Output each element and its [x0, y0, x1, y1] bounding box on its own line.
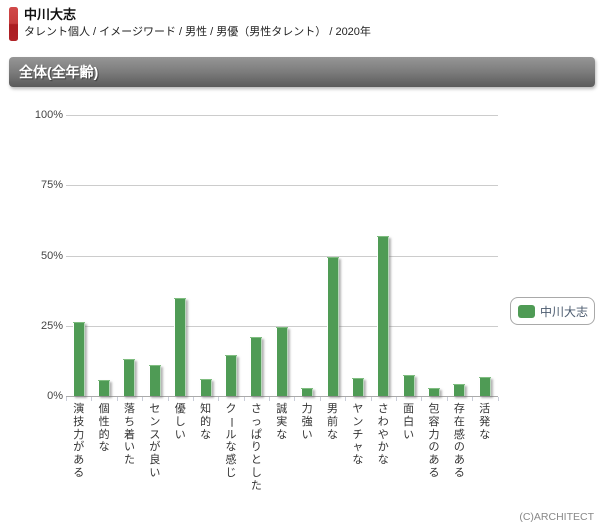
gridline: [66, 325, 498, 327]
x-axis-category-label: 知的な: [200, 403, 212, 441]
section-title: 全体(全年齢): [19, 64, 99, 80]
x-axis-tick: [319, 397, 321, 401]
copyright: (C)ARCHITECT: [519, 511, 594, 523]
x-axis-line: [66, 396, 498, 397]
x-axis-tick: [192, 397, 194, 401]
bar: [478, 376, 491, 397]
bar: [98, 380, 111, 397]
bar: [402, 374, 415, 397]
bar: [301, 388, 314, 397]
x-axis-category-label: クールな感じ: [225, 403, 238, 479]
x-axis-tick: [294, 397, 296, 401]
bar: [453, 383, 466, 397]
x-axis-tick: [218, 397, 220, 401]
gridline: [66, 255, 498, 257]
bar: [174, 298, 187, 397]
x-axis-category-label: さっぱりとした: [250, 403, 262, 492]
x-axis-category-label: さわやかな: [377, 403, 389, 467]
bar: [377, 235, 390, 397]
y-axis-tick-label: 100%: [34, 109, 63, 121]
x-axis-tick: [142, 397, 144, 401]
x-axis-category-label: 活発な: [479, 403, 491, 441]
x-axis-tick: [472, 397, 474, 401]
x-axis-tick: [446, 397, 448, 401]
x-axis-category-label: 優しい: [174, 403, 186, 441]
title-marker: [9, 7, 18, 41]
x-axis-category-label: 力強い: [301, 403, 313, 441]
legend-label: 中川大志: [540, 304, 589, 319]
bar: [199, 379, 212, 397]
bar: [351, 378, 364, 397]
x-axis-tick: [345, 397, 347, 401]
x-axis-category-label: 演技力がある: [73, 403, 85, 479]
x-axis-category-label: 存在感のある: [453, 403, 465, 479]
bar: [224, 354, 237, 397]
bar: [326, 256, 339, 397]
x-axis-category-label: 面白い: [403, 403, 415, 441]
breadcrumb: タレント個人 / イメージワード / 男性 / 男優（男性タレント） / 202…: [24, 26, 371, 38]
x-axis-category-label: センスが良い: [149, 403, 161, 479]
x-axis-tick: [421, 397, 423, 401]
y-axis-tick-label: 25%: [40, 319, 63, 332]
x-axis-category-label: 落ち着いた: [123, 403, 135, 467]
x-axis-tick: [91, 397, 93, 401]
bar: [123, 358, 136, 397]
x-axis-category-label: 誠実な: [276, 403, 288, 441]
legend: 中川大志: [510, 297, 595, 325]
x-axis-category-label: 個性的な: [98, 403, 110, 454]
bar: [250, 337, 263, 397]
x-axis-category-label: 男前な: [327, 403, 338, 441]
x-axis-tick: [395, 397, 397, 401]
x-axis-category-label: ヤンチャな: [352, 403, 364, 467]
bar: [428, 387, 441, 397]
x-axis-category-label: 包容力のある: [428, 403, 440, 479]
y-axis-tick-label: 75%: [40, 179, 63, 192]
section-header: 全体(全年齢): [9, 57, 595, 87]
legend-swatch-icon: [518, 304, 535, 318]
bar: [275, 327, 288, 397]
x-axis-tick: [269, 397, 271, 401]
bar: [148, 365, 161, 397]
gridline: [66, 185, 498, 187]
x-axis-tick: [167, 397, 169, 401]
x-axis-tick: [243, 397, 245, 401]
y-axis-tick-label: 0%: [47, 390, 63, 402]
x-axis-tick: [116, 397, 118, 401]
x-axis-tick: [66, 397, 67, 401]
gridline: [66, 115, 498, 116]
bar: [72, 322, 85, 397]
x-axis-tick: [370, 397, 372, 401]
y-axis-tick-label: 50%: [40, 249, 63, 262]
x-axis-tick: [497, 397, 499, 401]
page-title: 中川大志: [24, 7, 77, 22]
